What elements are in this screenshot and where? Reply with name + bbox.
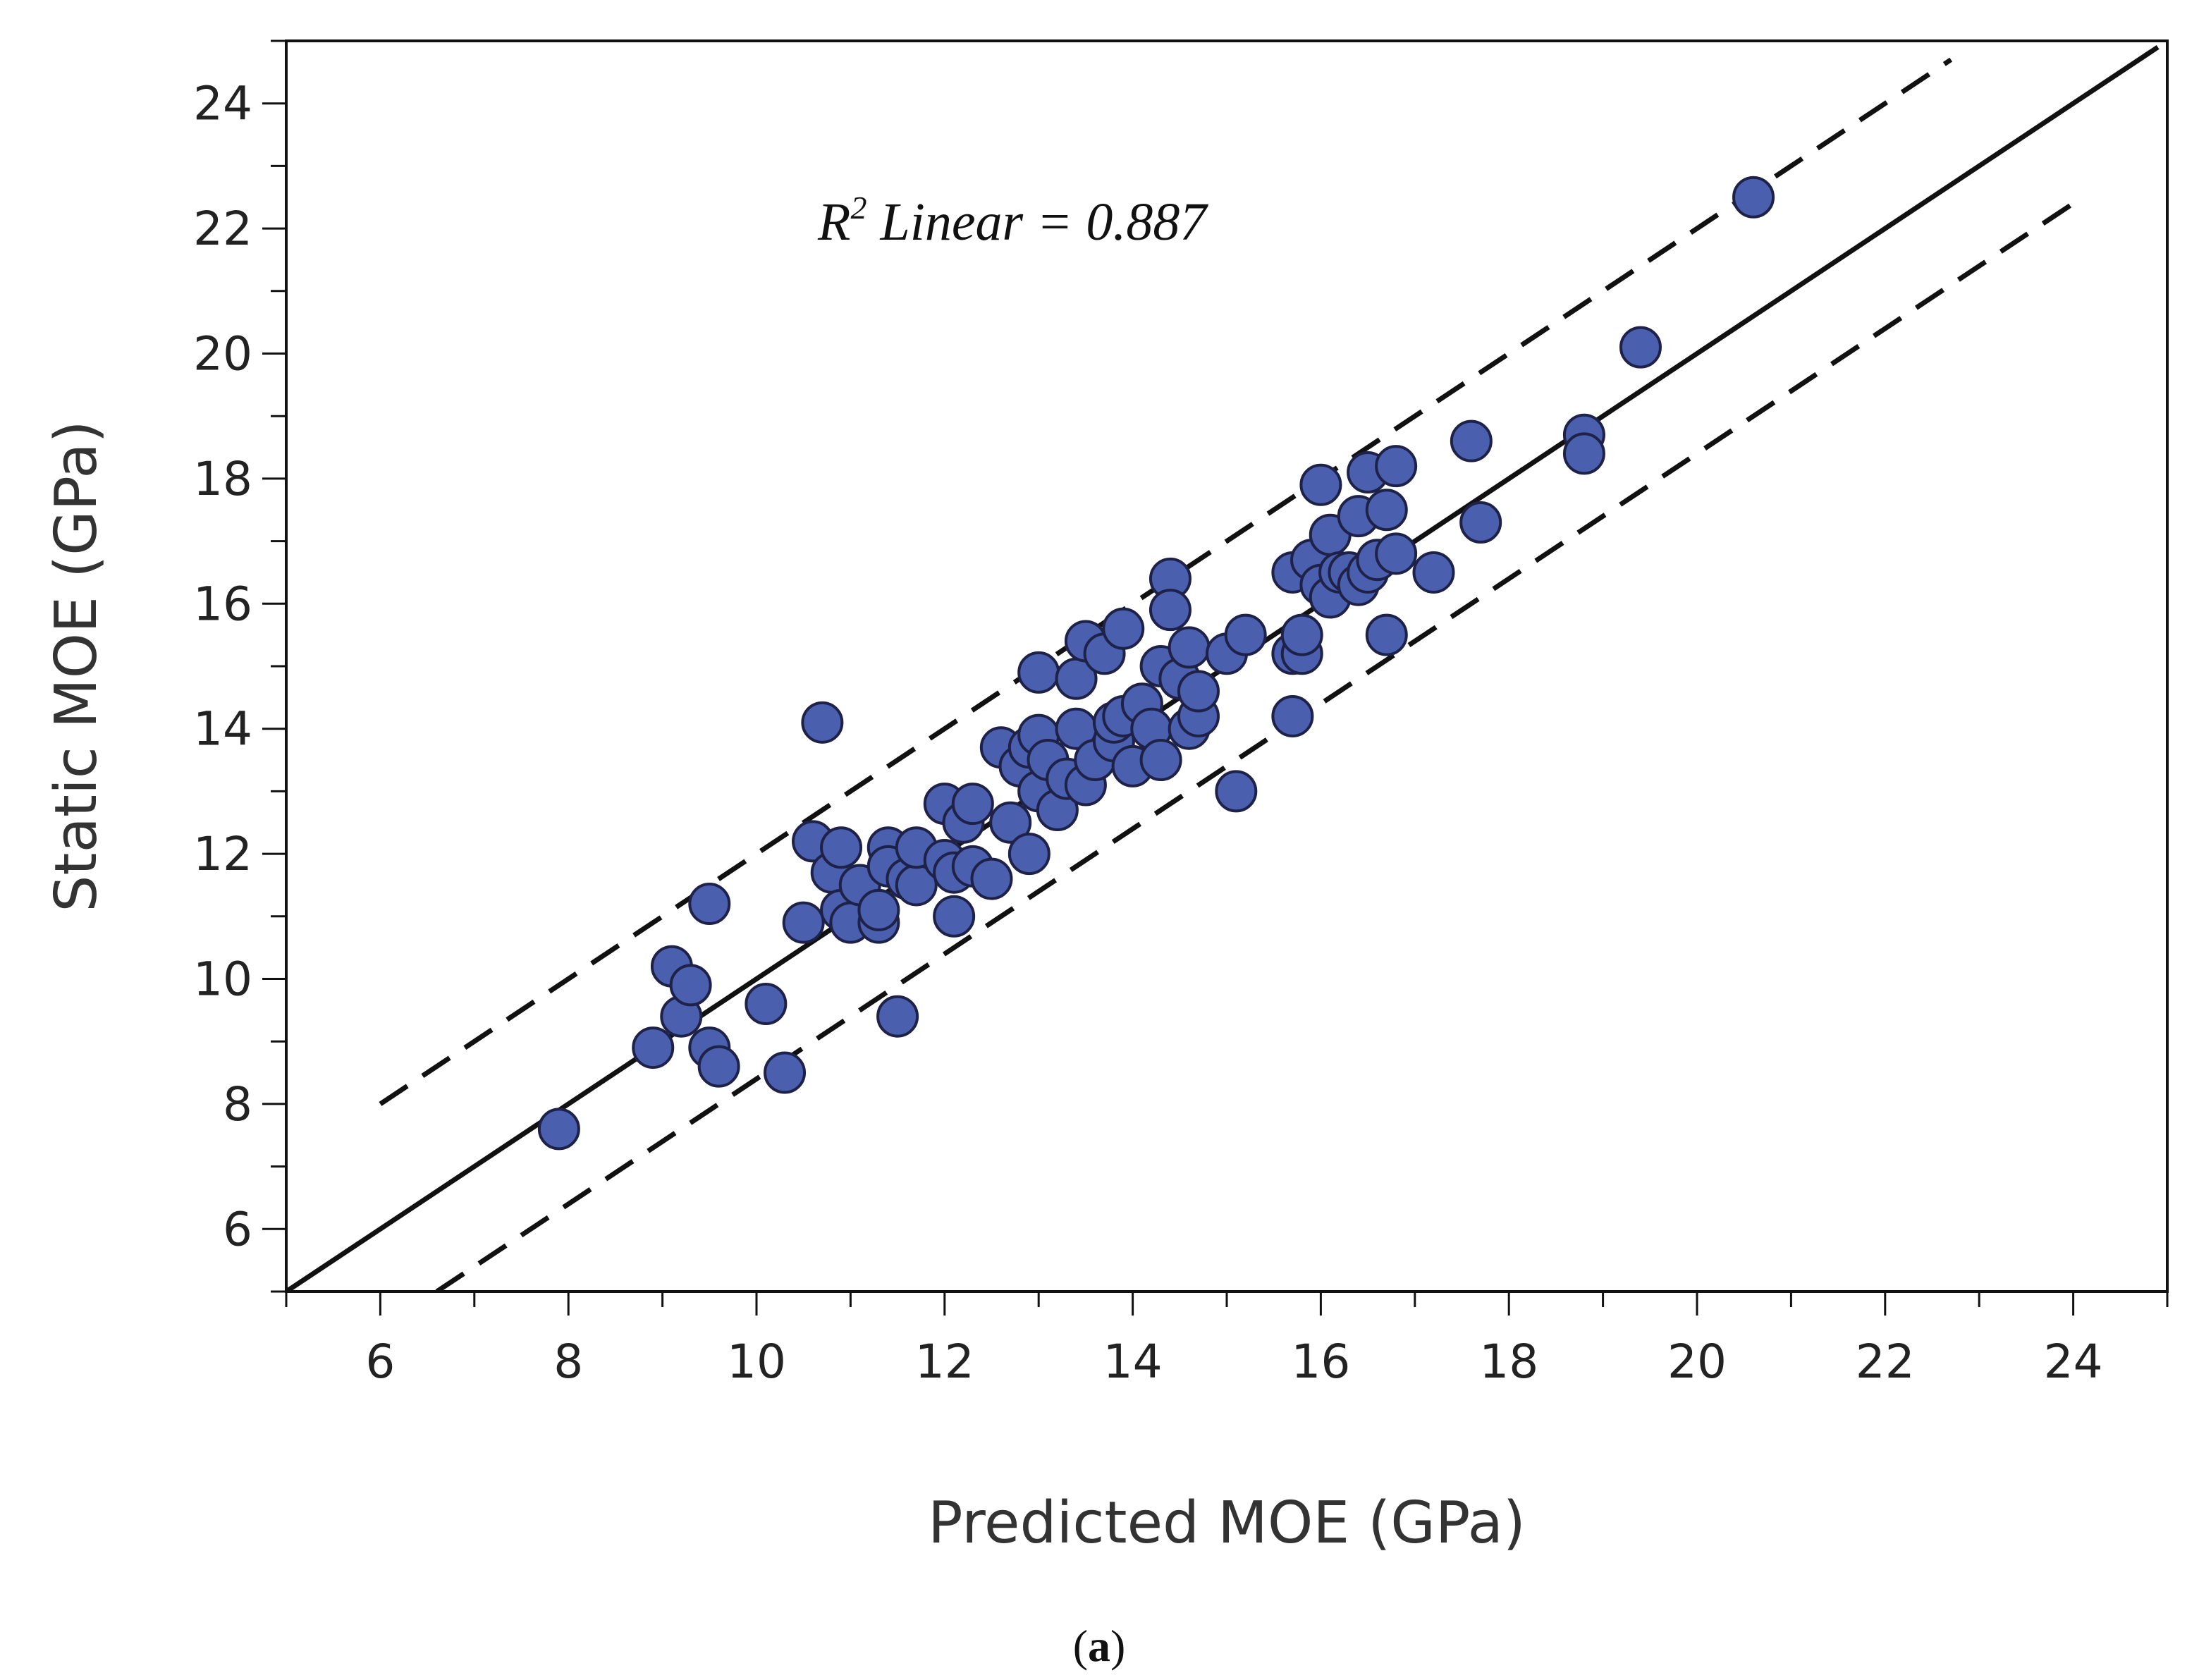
data-point <box>1562 432 1605 475</box>
data-point <box>1017 651 1060 694</box>
data-point <box>1139 739 1182 782</box>
y-tick-label: 12 <box>193 827 252 881</box>
y-tick-label: 8 <box>223 1077 252 1132</box>
data-point <box>989 801 1032 844</box>
data-point <box>688 883 731 926</box>
data-point <box>1619 326 1662 369</box>
data-point <box>697 1045 740 1088</box>
ticks-layer: 6 8 10 12 14 16 18 20 22 24 6 8 10 12 14 16 18 20 22 24 <box>193 39 2169 1389</box>
caption-open-paren: ( <box>1073 1621 1088 1671</box>
data-point <box>1732 176 1775 219</box>
data-point <box>801 701 844 744</box>
data-point <box>933 895 976 938</box>
x-axis-label: Predicted MOE (GPa) <box>928 1490 1526 1557</box>
y-tick-label: 10 <box>193 952 252 1007</box>
data-point <box>876 995 919 1038</box>
x-tick-label: 8 <box>553 1335 583 1389</box>
data-point <box>1224 613 1267 656</box>
data-point <box>1375 532 1418 575</box>
x-tick-label: 18 <box>1479 1335 1538 1389</box>
data-point <box>1299 463 1342 506</box>
y-tick-label: 22 <box>193 202 252 256</box>
data-point <box>1168 626 1211 669</box>
x-tick-label: 14 <box>1103 1335 1163 1389</box>
data-point <box>951 783 994 826</box>
data-point <box>745 982 788 1025</box>
x-tick-label: 12 <box>915 1335 974 1389</box>
lower-prediction-band <box>435 201 2075 1292</box>
plot-frame <box>285 39 2169 1293</box>
data-point <box>1177 670 1220 713</box>
y-tick-label: 20 <box>193 327 252 381</box>
caption-close-paren: ) <box>1110 1621 1125 1671</box>
data-point <box>1007 833 1051 876</box>
r-squared-text: Linear = 0.887 <box>866 192 1208 252</box>
data-point <box>1459 501 1502 544</box>
data-point <box>764 1051 807 1094</box>
y-tick-label: 6 <box>223 1202 252 1256</box>
data-point <box>1148 589 1192 632</box>
data-point <box>669 964 712 1007</box>
y-tick-label: 24 <box>193 77 252 131</box>
y-tick-label: 14 <box>193 702 252 756</box>
data-point <box>1365 613 1408 656</box>
y-tick-label: 18 <box>193 452 252 506</box>
data-point <box>1450 419 1493 462</box>
data-point <box>632 1026 675 1069</box>
data-point <box>1412 551 1455 594</box>
y-axis-label: Static MOE (GPa) <box>43 420 110 912</box>
figure-caption: (a) <box>1073 1621 1126 1671</box>
data-point <box>1375 445 1418 488</box>
data-point <box>857 888 900 931</box>
x-tick-label: 20 <box>1667 1335 1727 1389</box>
r-symbol: R <box>817 192 850 252</box>
x-tick-label: 22 <box>1856 1335 1915 1389</box>
r-squared-annotation: R2 Linear = 0.887 <box>817 190 1208 252</box>
points-layer <box>537 176 1775 1151</box>
x-tick-label: 24 <box>2044 1335 2103 1389</box>
data-point <box>1271 694 1314 737</box>
r-squared-superscript: 2 <box>850 190 866 226</box>
y-tick-label: 16 <box>193 577 252 631</box>
data-point <box>1102 607 1145 650</box>
x-tick-label: 10 <box>727 1335 786 1389</box>
data-point <box>537 1108 580 1151</box>
x-tick-label: 6 <box>365 1335 395 1389</box>
data-point <box>1215 770 1258 813</box>
caption-letter: a <box>1088 1621 1110 1671</box>
data-point <box>970 857 1013 900</box>
data-point <box>782 901 825 944</box>
data-point <box>1280 613 1323 656</box>
data-point <box>820 826 863 869</box>
data-point <box>1365 489 1408 532</box>
x-tick-label: 16 <box>1291 1335 1350 1389</box>
